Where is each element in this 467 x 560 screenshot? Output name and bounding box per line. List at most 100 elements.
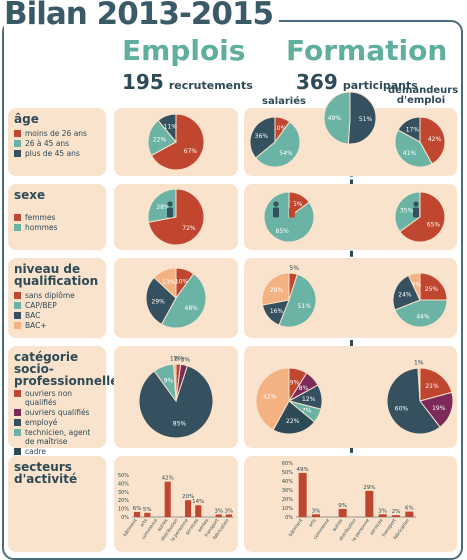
legend-swatch [14, 322, 21, 329]
category-secteurs: secteurs d'activité [8, 456, 106, 552]
legend-item: plus de 45 ans [14, 149, 100, 158]
legend-label: BAC+ [25, 321, 47, 330]
legend-item: ouvriers qualifiés [14, 408, 100, 417]
legend-item: technicien, agent de maîtrise [14, 428, 100, 446]
emplois-heading: Emplois [122, 34, 246, 67]
legend-swatch [14, 292, 21, 299]
y-tick-label: 50% [118, 473, 129, 479]
legend-label: CAP/BEP [25, 301, 57, 310]
category-title: secteurs d'activité [14, 460, 78, 486]
pie-data-label: 72% [182, 225, 196, 232]
pie-slice [394, 191, 421, 233]
legend-label: ouvriers non qualifiés [25, 389, 73, 407]
bar-data-label: 3% [378, 508, 387, 514]
bar-data-label: 2% [392, 509, 401, 515]
legend-swatch [14, 312, 21, 319]
bar-data-label: 9% [338, 503, 347, 509]
category-qualification: niveau de qualification sans diplôme CAP… [8, 258, 106, 338]
legend-swatch [14, 448, 21, 455]
bar-data-label: 49% [297, 467, 309, 473]
pie-data-label: 35% [400, 208, 414, 215]
pie-data-label: 51% [359, 116, 373, 123]
category-title: sexe [14, 188, 46, 202]
bar-data-label: 5% [143, 507, 152, 513]
legend-label: cadre [25, 447, 47, 456]
pie-data-label: 22% [153, 136, 167, 143]
person-icon-head [167, 201, 173, 207]
pie-data-label: 24% [398, 292, 412, 299]
pie-data-label: 22% [286, 418, 300, 425]
category-title: catégorie socio-professionnelle [14, 350, 119, 388]
pie-slice [278, 273, 317, 328]
pie-data-label: 41% [403, 150, 417, 157]
pie-data-label: 10% [273, 125, 287, 132]
y-tick-label: 10% [282, 506, 293, 512]
person-icon-body [425, 207, 431, 218]
pie-data-label: 11% [164, 124, 178, 131]
legend-label: moins de 26 ans [25, 129, 87, 138]
bar [405, 511, 414, 517]
pie-data-label: 51% [298, 303, 312, 310]
pie-data-label: 8% [299, 385, 309, 392]
bar [378, 514, 387, 517]
category-title: niveau de qualification [14, 262, 99, 288]
pie-slice [150, 113, 205, 171]
y-tick-label: 40% [282, 479, 293, 485]
bar [365, 490, 374, 517]
pie-data-label: 1% [170, 356, 180, 363]
pie-slice [272, 400, 316, 435]
formation-count: 369 [296, 70, 338, 94]
category-title: âge [14, 112, 39, 126]
legend-item: hommes [14, 223, 100, 232]
pie-slice [323, 91, 351, 145]
x-tick-label: autres [331, 517, 344, 533]
pie-slice [347, 91, 377, 145]
pie-data-label: 15% [289, 201, 303, 208]
bar [164, 481, 171, 517]
pie-slice [399, 191, 446, 243]
bar-data-label: 6% [133, 506, 142, 512]
pie-data-label: 9% [164, 378, 174, 385]
bar [312, 514, 320, 517]
y-tick-label: 10% [118, 507, 129, 513]
legend-label: sans diplôme [25, 291, 75, 300]
pie-data-label: 28% [270, 287, 284, 294]
pie-data-label: 48% [185, 305, 199, 312]
person-icon-body [413, 207, 419, 218]
panel-emplois-secteurs [114, 456, 238, 552]
pie-data-label: 85% [276, 228, 290, 235]
legend-swatch [14, 429, 21, 436]
pie-data-label: 42% [428, 136, 442, 143]
pie-slice [407, 272, 421, 301]
legend-swatch [14, 409, 21, 416]
x-tick-label: arts [308, 517, 318, 528]
legend-swatch [14, 130, 21, 137]
legend-label: hommes [25, 223, 58, 232]
pie-data-label: 3% [181, 357, 191, 364]
y-tick-label: 20% [118, 498, 129, 504]
pie-slice [153, 267, 177, 300]
demandeurs-label: demandeurs d'emploi [388, 85, 459, 106]
pie-slice [255, 121, 301, 168]
formation-subtitle: 369 participants [296, 70, 418, 94]
pie-data-label: 29% [152, 298, 166, 305]
pie-data-label: 9% [290, 379, 300, 386]
y-tick-label: 20% [282, 497, 293, 503]
legend-swatch [14, 419, 21, 426]
pie-data-label: 7% [302, 407, 312, 414]
person-icon-body [180, 207, 186, 218]
legend-item: sans diplôme [14, 291, 100, 300]
legend-item: cadre [14, 447, 100, 456]
legend-label: BAC [25, 311, 41, 320]
pie-slice [157, 113, 177, 144]
pie-data-label: 17% [406, 127, 420, 134]
category-age: âge moins de 26 ans 26 à 45 ans plus de … [8, 108, 106, 176]
y-tick-label: 50% [282, 470, 293, 476]
bar-data-label: 3% [312, 508, 321, 514]
y-tick-label: 60% [282, 461, 293, 467]
pie-data-label: 65% [427, 221, 441, 228]
bar [225, 514, 232, 517]
pie-data-label: 85% [173, 420, 187, 427]
pie-slice [145, 276, 177, 325]
bar [338, 508, 347, 517]
